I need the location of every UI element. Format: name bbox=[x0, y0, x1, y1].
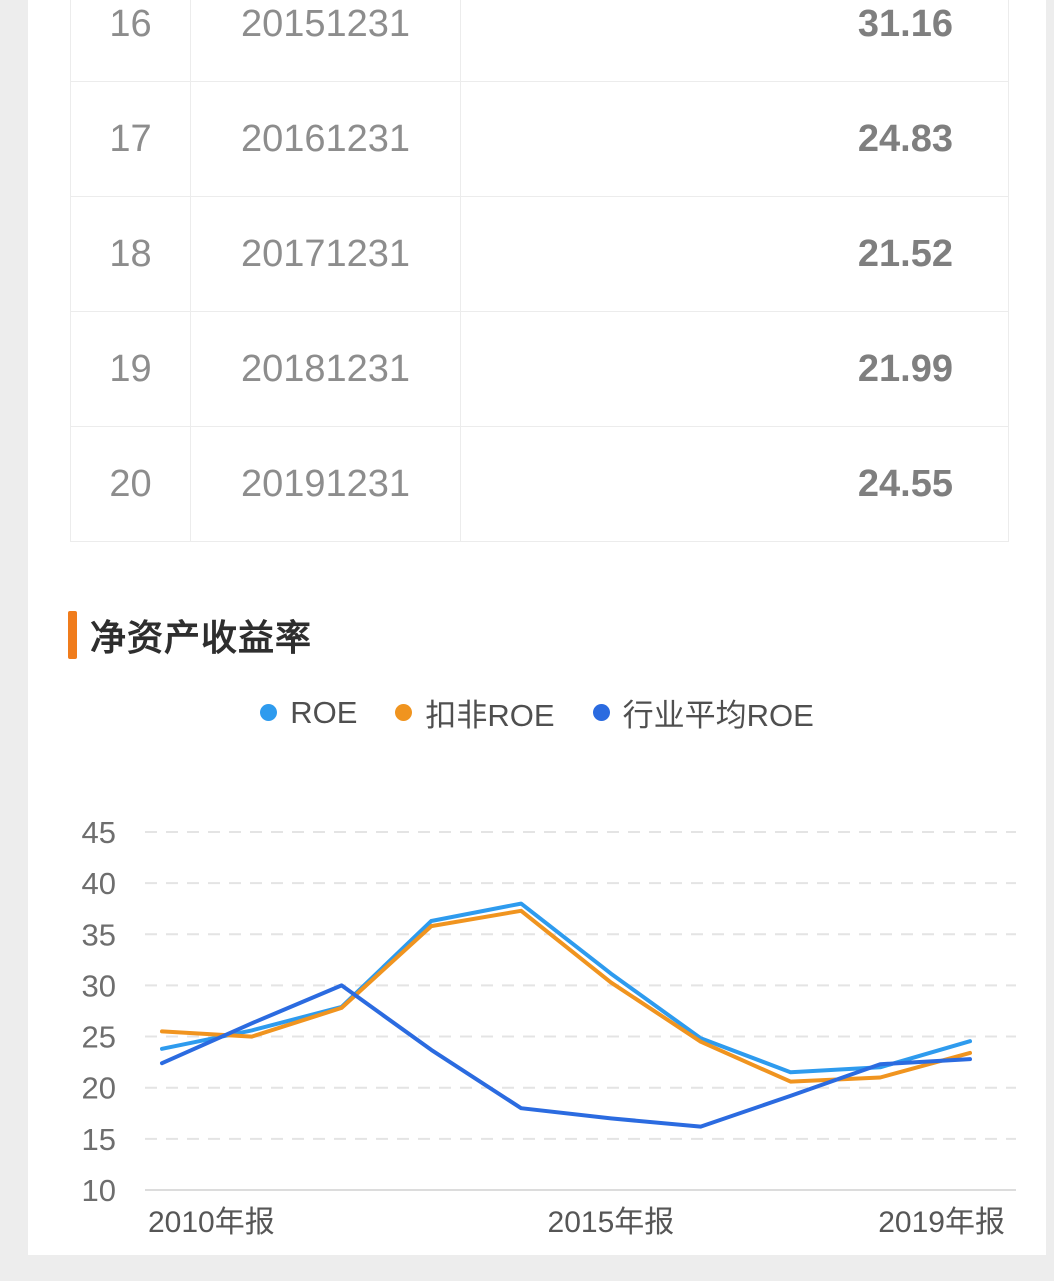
table-row: 19 20181231 21.99 bbox=[71, 312, 1009, 427]
svg-text:35: 35 bbox=[82, 917, 116, 952]
value-cell: 24.55 bbox=[461, 427, 1009, 541]
report-date-cell: 20151231 bbox=[191, 0, 461, 81]
svg-text:2019年报: 2019年报 bbox=[878, 1206, 1005, 1239]
svg-text:30: 30 bbox=[82, 968, 116, 1003]
row-index-cell: 18 bbox=[71, 197, 191, 311]
row-index-cell: 19 bbox=[71, 312, 191, 426]
report-date-cell: 20171231 bbox=[191, 197, 461, 311]
svg-text:40: 40 bbox=[82, 866, 116, 901]
legend-item-non-recurring-roe[interactable]: 扣非ROE bbox=[395, 690, 555, 735]
content-card: 16 20151231 31.16 17 20161231 24.83 18 2… bbox=[28, 0, 1046, 1255]
report-date-cell: 20191231 bbox=[191, 427, 461, 541]
financial-table: 16 20151231 31.16 17 20161231 24.83 18 2… bbox=[70, 0, 1009, 542]
report-date-cell: 20181231 bbox=[191, 312, 461, 426]
legend-item-industry-avg-roe[interactable]: 行业平均ROE bbox=[592, 690, 814, 735]
table-row: 16 20151231 31.16 bbox=[71, 0, 1009, 82]
legend-label: 行业平均ROE bbox=[622, 698, 814, 733]
legend-item-roe[interactable]: ROE bbox=[260, 695, 357, 731]
table-row: 18 20171231 21.52 bbox=[71, 197, 1009, 312]
svg-text:10: 10 bbox=[82, 1173, 116, 1208]
svg-text:2010年报: 2010年报 bbox=[148, 1206, 275, 1239]
svg-text:45: 45 bbox=[82, 815, 116, 850]
row-index-cell: 20 bbox=[71, 427, 191, 541]
value-cell: 31.16 bbox=[461, 0, 1009, 81]
legend-label: ROE bbox=[290, 694, 358, 730]
legend-label: 扣非ROE bbox=[425, 698, 555, 733]
svg-text:25: 25 bbox=[82, 1020, 116, 1055]
legend-dot-icon bbox=[260, 704, 278, 721]
table-row: 20 20191231 24.55 bbox=[71, 427, 1009, 542]
svg-text:2015年报: 2015年报 bbox=[548, 1206, 675, 1239]
section-header: 净资产收益率 bbox=[68, 610, 312, 660]
legend-dot-icon bbox=[592, 704, 610, 721]
table-row: 17 20161231 24.83 bbox=[71, 82, 1009, 197]
svg-text:20: 20 bbox=[82, 1071, 116, 1106]
legend-dot-icon bbox=[395, 704, 413, 721]
svg-text:15: 15 bbox=[82, 1122, 116, 1157]
section-accent-bar bbox=[68, 611, 77, 659]
value-cell: 21.52 bbox=[461, 197, 1009, 311]
section-title: 净资产收益率 bbox=[90, 617, 313, 658]
roe-line-chart: 10 15 20 25 30 35 40 45 2010年报 2015年报 2019年报 bbox=[82, 815, 1016, 1239]
value-cell: 21.99 bbox=[461, 312, 1009, 426]
row-index-cell: 16 bbox=[71, 0, 191, 81]
row-index-cell: 17 bbox=[71, 82, 191, 196]
report-date-cell: 20161231 bbox=[191, 82, 461, 196]
chart-legend: ROE 扣非ROE 行业平均ROE bbox=[28, 690, 1046, 735]
value-cell: 24.83 bbox=[461, 82, 1009, 196]
